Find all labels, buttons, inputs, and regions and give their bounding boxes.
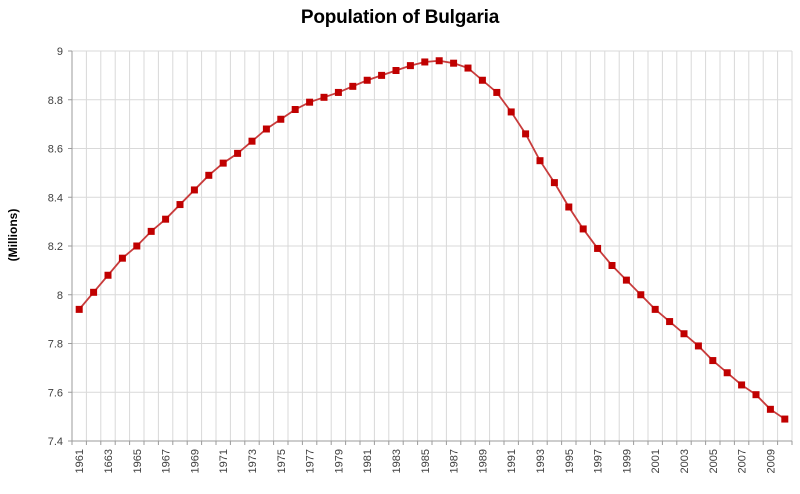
data-point: [550, 179, 558, 187]
data-point: [90, 288, 98, 296]
y-tick-label: 8.4: [48, 192, 63, 204]
x-tick-label: 1983: [391, 449, 403, 473]
data-point: [781, 415, 789, 423]
data-point: [507, 108, 515, 116]
data-point: [651, 305, 659, 313]
data-point: [334, 88, 342, 96]
x-tick-label: 1995: [564, 449, 576, 473]
x-tick-label: 1965: [132, 449, 144, 473]
data-point: [75, 305, 83, 313]
data-point: [320, 93, 328, 101]
data-point: [435, 57, 443, 65]
data-point: [234, 149, 242, 157]
data-point: [680, 330, 688, 338]
data-point: [709, 357, 717, 365]
x-tick-label: 2005: [708, 449, 720, 473]
x-tick-label: 1977: [305, 449, 317, 473]
data-point: [738, 381, 746, 389]
x-tick-label: 1971: [218, 449, 230, 473]
y-tick-label: 8.6: [48, 144, 63, 156]
x-tick-label: 2003: [679, 449, 691, 473]
data-point: [118, 254, 126, 262]
y-tick-label: 9: [57, 46, 63, 58]
chart-title: Population of Bulgaria: [300, 7, 500, 28]
data-point: [723, 369, 731, 377]
data-point: [291, 106, 299, 113]
data-point: [349, 82, 357, 90]
data-point: [766, 405, 774, 413]
data-point: [162, 215, 170, 223]
data-point: [277, 115, 285, 123]
data-point: [219, 159, 227, 167]
x-tick-label: 2001: [650, 449, 662, 473]
data-point: [608, 262, 616, 269]
x-tick-label: 1969: [189, 449, 201, 473]
x-tick-label: 2009: [765, 449, 777, 473]
data-point: [464, 64, 472, 72]
data-point: [262, 125, 270, 133]
data-point: [205, 171, 213, 179]
x-tick-label: 1961: [74, 449, 86, 473]
data-point: [694, 342, 702, 350]
data-point: [565, 203, 573, 211]
x-tick-label: 1993: [535, 449, 547, 473]
data-point: [421, 58, 429, 66]
data-point: [493, 88, 501, 96]
data-point: [104, 271, 112, 279]
x-tick-label: 1991: [506, 449, 518, 473]
data-point: [406, 62, 414, 70]
data-point: [522, 130, 530, 138]
y-tick-label: 7.6: [48, 387, 63, 399]
data-point: [133, 242, 141, 250]
y-tick-label: 7.8: [48, 339, 63, 351]
x-tick-label: 1985: [420, 449, 432, 473]
data-point: [579, 225, 587, 233]
y-tick-label: 8: [57, 290, 63, 302]
data-point: [752, 391, 760, 399]
data-point: [190, 186, 198, 194]
x-tick-label: 1973: [247, 449, 259, 473]
data-point: [594, 244, 602, 252]
x-tick-label: 1987: [449, 449, 461, 473]
data-point: [450, 59, 458, 67]
y-tick-label: 8.8: [48, 95, 63, 107]
data-point: [666, 318, 674, 326]
data-point: [176, 201, 184, 209]
data-point: [478, 76, 486, 84]
data-point: [536, 157, 544, 165]
x-tick-label: 1979: [333, 449, 345, 473]
data-point: [637, 291, 645, 299]
y-tick-label: 7.4: [48, 436, 63, 448]
x-tick-label: 2007: [737, 449, 749, 473]
x-tick-label: 1999: [621, 449, 633, 473]
x-tick-label: 1663: [103, 449, 115, 473]
x-tick-label: 1967: [161, 449, 173, 473]
x-tick-label: 1997: [593, 449, 605, 473]
x-tick-label: 1989: [477, 449, 489, 473]
data-point: [392, 67, 400, 74]
y-tick-label: 8.2: [48, 241, 63, 253]
data-point: [622, 276, 630, 284]
data-point: [147, 227, 155, 235]
data-point: [306, 98, 314, 106]
data-point: [248, 137, 256, 145]
data-point: [378, 71, 386, 79]
x-tick-label: 1975: [276, 449, 288, 473]
x-tick-label: 1981: [362, 449, 374, 473]
data-point: [363, 76, 371, 84]
